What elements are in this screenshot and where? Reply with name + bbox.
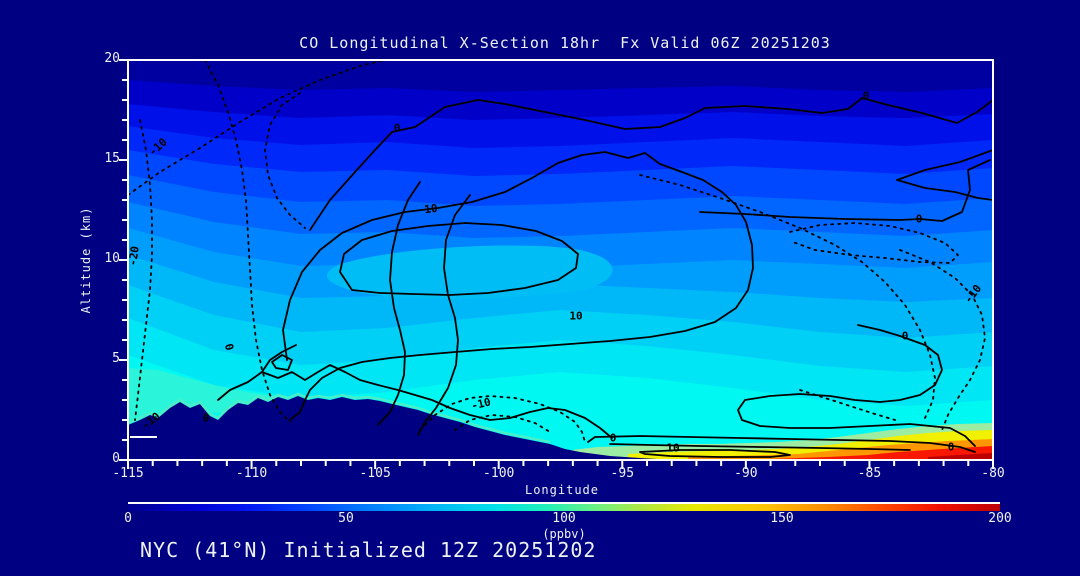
y-tick-label: 20: [104, 51, 120, 66]
init-annotation: NYC (41°N) Initialized 12Z 20251202: [140, 538, 597, 562]
x-tick-label: -115: [112, 466, 144, 481]
plot-title: CO Longitudinal X-Section 18hr Fx Valid …: [299, 34, 831, 52]
y-tick-label: 0: [112, 451, 120, 466]
axis-frame: [127, 59, 994, 461]
y-tick-label: 15: [104, 151, 120, 166]
y-tick-label: 10: [104, 251, 120, 266]
colorbar-tick-label: 150: [770, 511, 794, 526]
x-axis-label: Longitude: [524, 483, 600, 497]
x-tick-label: -90: [734, 466, 758, 481]
colorbar-gradient: [128, 502, 1000, 511]
colorbar-tick-label: 200: [988, 511, 1012, 526]
x-tick-label: -105: [359, 466, 391, 481]
x-tick-label: -85: [857, 466, 882, 481]
x-tick-label: -110: [235, 466, 268, 481]
x-tick-label: -80: [981, 466, 1005, 481]
x-tick-label: -100: [483, 466, 515, 481]
colorbar-tick-label: 100: [552, 511, 576, 526]
colorbar-tick-label: 0: [124, 511, 132, 526]
plot-area: [128, 60, 993, 460]
x-tick-label: -95: [610, 466, 635, 481]
y-tick-label: 5: [112, 351, 120, 366]
colorbar-tick-label: 50: [338, 511, 354, 526]
axis-ticks: [119, 59, 994, 469]
colorbar-units-label: (ppbv): [542, 527, 586, 541]
